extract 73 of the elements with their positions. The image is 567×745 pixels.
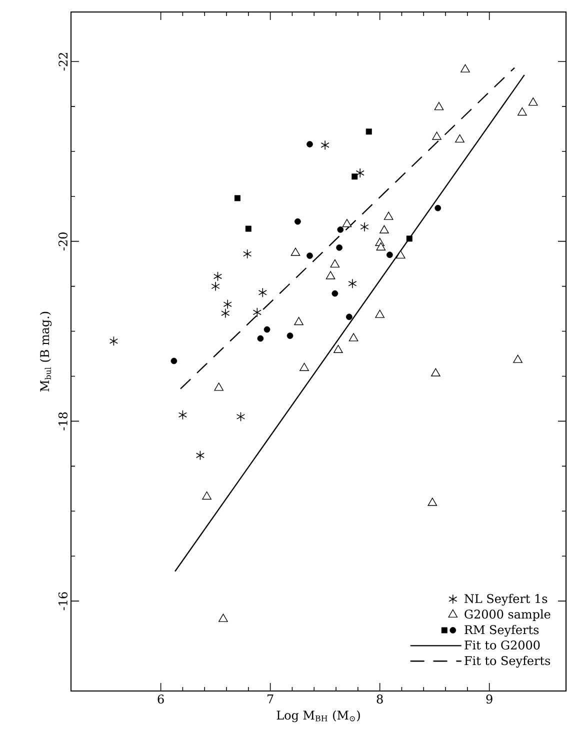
point [196, 450, 205, 460]
point [300, 362, 309, 371]
point [178, 410, 187, 420]
legend-label: Fit to G2000 [464, 640, 540, 650]
point [236, 412, 246, 422]
point [346, 314, 352, 320]
point [294, 316, 304, 326]
point [348, 278, 357, 288]
legend-label: G2000 sample [464, 609, 550, 621]
point [218, 614, 228, 622]
point [334, 344, 343, 353]
x-axis-title: Log M$_{BH}$ (M$_{⊙}$) [276, 710, 360, 722]
point [376, 242, 386, 250]
point [223, 299, 232, 310]
point [366, 128, 372, 135]
point [337, 226, 344, 233]
point [306, 141, 313, 148]
point [170, 358, 178, 364]
x-tick-label: 9 [486, 694, 492, 704]
point [455, 134, 464, 143]
point [431, 368, 440, 376]
point [386, 252, 393, 258]
point [352, 174, 358, 180]
point [528, 98, 538, 106]
point [434, 204, 442, 212]
point [432, 132, 442, 140]
point [286, 332, 294, 339]
y-tick-label: -22 [58, 53, 68, 71]
point [258, 288, 267, 298]
legend-label: RM Seyferts [464, 624, 539, 637]
point [221, 308, 230, 318]
point [348, 333, 358, 342]
point [320, 140, 330, 150]
point [211, 281, 220, 292]
point [518, 107, 527, 116]
point [213, 272, 222, 282]
point [264, 326, 270, 333]
legend-label: Fit to Seyferts [464, 656, 550, 668]
y-axis-title: M$_{bul}$ (B mag.) [40, 312, 52, 392]
point [375, 310, 384, 318]
point [434, 102, 444, 110]
point [342, 218, 352, 228]
y-tick-label: -16 [58, 592, 68, 610]
point [428, 498, 438, 506]
y-tick-label: -20 [58, 232, 68, 250]
point [356, 168, 364, 178]
point [234, 195, 240, 202]
x-tick-label: 6 [158, 694, 164, 704]
point [294, 218, 301, 225]
x-tick-label: 7 [268, 694, 274, 704]
point [406, 236, 412, 242]
point [332, 290, 338, 297]
point [257, 335, 264, 342]
point [245, 226, 252, 232]
y-tick-label: -18 [58, 412, 68, 430]
point [252, 307, 262, 318]
point [109, 336, 118, 346]
point [243, 249, 252, 259]
point [290, 248, 300, 256]
point [396, 250, 406, 259]
point [336, 244, 342, 251]
point [360, 222, 369, 232]
point [306, 252, 313, 259]
point [513, 354, 522, 363]
point [330, 259, 340, 268]
point [326, 271, 336, 280]
legend-label: NL Seyfert 1s [464, 594, 548, 606]
point [460, 64, 470, 72]
point [214, 382, 224, 391]
point [202, 491, 212, 500]
point [380, 225, 389, 234]
x-tick-label: 8 [376, 694, 383, 704]
point [384, 212, 394, 220]
